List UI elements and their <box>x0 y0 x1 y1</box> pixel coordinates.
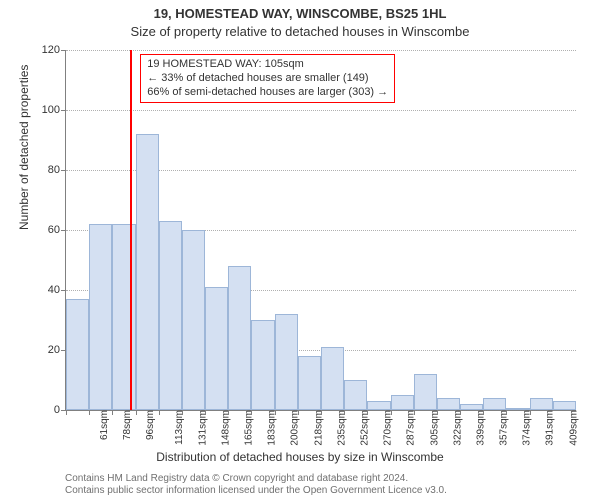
y-tick-label: 0 <box>54 404 60 416</box>
histogram-bar <box>391 395 414 410</box>
annotation-box: 19 HOMESTEAD WAY: 105sqm← 33% of detache… <box>140 54 395 103</box>
x-tick-mark <box>344 410 345 415</box>
x-tick-label: 374sqm <box>522 410 533 446</box>
histogram-bar <box>344 380 367 410</box>
histogram-bar <box>182 230 205 410</box>
plot-area: 02040608010012061sqm78sqm96sqm113sqm131s… <box>65 50 576 411</box>
y-axis-label: Number of detached properties <box>17 65 31 230</box>
x-tick-mark <box>205 410 206 415</box>
y-tick-label: 80 <box>48 164 60 176</box>
x-tick-label: 78sqm <box>122 410 133 440</box>
x-tick-label: 235sqm <box>336 410 347 446</box>
histogram-bar <box>205 287 228 410</box>
x-tick-mark <box>275 410 276 415</box>
x-tick-mark <box>460 410 461 415</box>
x-tick-mark <box>506 410 507 415</box>
x-tick-mark <box>367 410 368 415</box>
x-tick-mark <box>414 410 415 415</box>
y-tick-label: 20 <box>48 344 60 356</box>
x-tick-mark <box>483 410 484 415</box>
histogram-bar <box>298 356 321 410</box>
chart-title-sub: Size of property relative to detached ho… <box>0 24 600 39</box>
x-tick-mark <box>112 410 113 415</box>
histogram-bar <box>136 134 159 410</box>
x-tick-mark <box>530 410 531 415</box>
x-tick-label: 357sqm <box>499 410 510 446</box>
x-tick-label: 113sqm <box>173 410 184 445</box>
y-tick-label: 100 <box>42 104 60 116</box>
x-tick-mark <box>228 410 229 415</box>
histogram-bar <box>530 398 553 410</box>
x-tick-label: 131sqm <box>197 410 208 446</box>
y-tick-label: 60 <box>48 224 60 236</box>
x-tick-mark <box>89 410 90 415</box>
y-tick-label: 120 <box>42 44 60 56</box>
histogram-bar <box>367 401 390 410</box>
x-tick-label: 96sqm <box>145 410 156 440</box>
x-axis-label: Distribution of detached houses by size … <box>0 450 600 464</box>
x-tick-label: 61sqm <box>99 410 110 440</box>
x-tick-mark <box>251 410 252 415</box>
x-tick-mark <box>391 410 392 415</box>
y-tick-label: 40 <box>48 284 60 296</box>
x-tick-mark <box>66 410 67 415</box>
histogram-bar <box>66 299 89 410</box>
y-tick-mark <box>61 110 66 111</box>
grid-line <box>66 110 576 111</box>
x-tick-label: 409sqm <box>568 410 579 446</box>
histogram-bar <box>228 266 251 410</box>
x-tick-label: 252sqm <box>360 410 371 446</box>
annotation-line: 19 HOMESTEAD WAY: 105sqm <box>147 58 388 72</box>
x-tick-label: 270sqm <box>383 410 394 446</box>
chart-container: 19, HOMESTEAD WAY, WINSCOMBE, BS25 1HL S… <box>0 0 600 500</box>
histogram-bar <box>159 221 182 410</box>
x-tick-label: 200sqm <box>290 410 301 446</box>
x-tick-label: 305sqm <box>429 410 440 446</box>
x-tick-label: 339sqm <box>475 410 486 446</box>
x-tick-mark <box>182 410 183 415</box>
y-tick-mark <box>61 290 66 291</box>
annotation-line: ← 33% of detached houses are smaller (14… <box>147 72 388 86</box>
x-tick-mark <box>321 410 322 415</box>
x-tick-label: 183sqm <box>267 410 278 446</box>
x-tick-label: 287sqm <box>406 410 417 446</box>
histogram-bar <box>437 398 460 410</box>
histogram-bar <box>89 224 112 410</box>
footer-line-1: Contains HM Land Registry data © Crown c… <box>65 473 447 485</box>
x-tick-mark <box>159 410 160 415</box>
histogram-bar <box>321 347 344 410</box>
marker-line <box>130 50 132 410</box>
histogram-bar <box>275 314 298 410</box>
y-tick-mark <box>61 50 66 51</box>
x-tick-mark <box>136 410 137 415</box>
grid-line <box>66 50 576 51</box>
x-tick-label: 391sqm <box>545 410 556 446</box>
footer-line-2: Contains public sector information licen… <box>65 485 447 497</box>
histogram-bar <box>483 398 506 410</box>
x-tick-mark <box>298 410 299 415</box>
y-tick-mark <box>61 170 66 171</box>
histogram-bar <box>414 374 437 410</box>
y-tick-mark <box>61 230 66 231</box>
histogram-bar <box>553 401 576 410</box>
histogram-bar <box>251 320 274 410</box>
footer: Contains HM Land Registry data © Crown c… <box>65 473 447 496</box>
x-tick-label: 148sqm <box>220 410 231 446</box>
x-tick-label: 218sqm <box>313 410 324 446</box>
annotation-line: 66% of semi-detached houses are larger (… <box>147 86 388 100</box>
chart-title-main: 19, HOMESTEAD WAY, WINSCOMBE, BS25 1HL <box>0 6 600 21</box>
x-tick-label: 165sqm <box>244 410 255 446</box>
x-tick-mark <box>437 410 438 415</box>
x-tick-label: 322sqm <box>452 410 463 446</box>
